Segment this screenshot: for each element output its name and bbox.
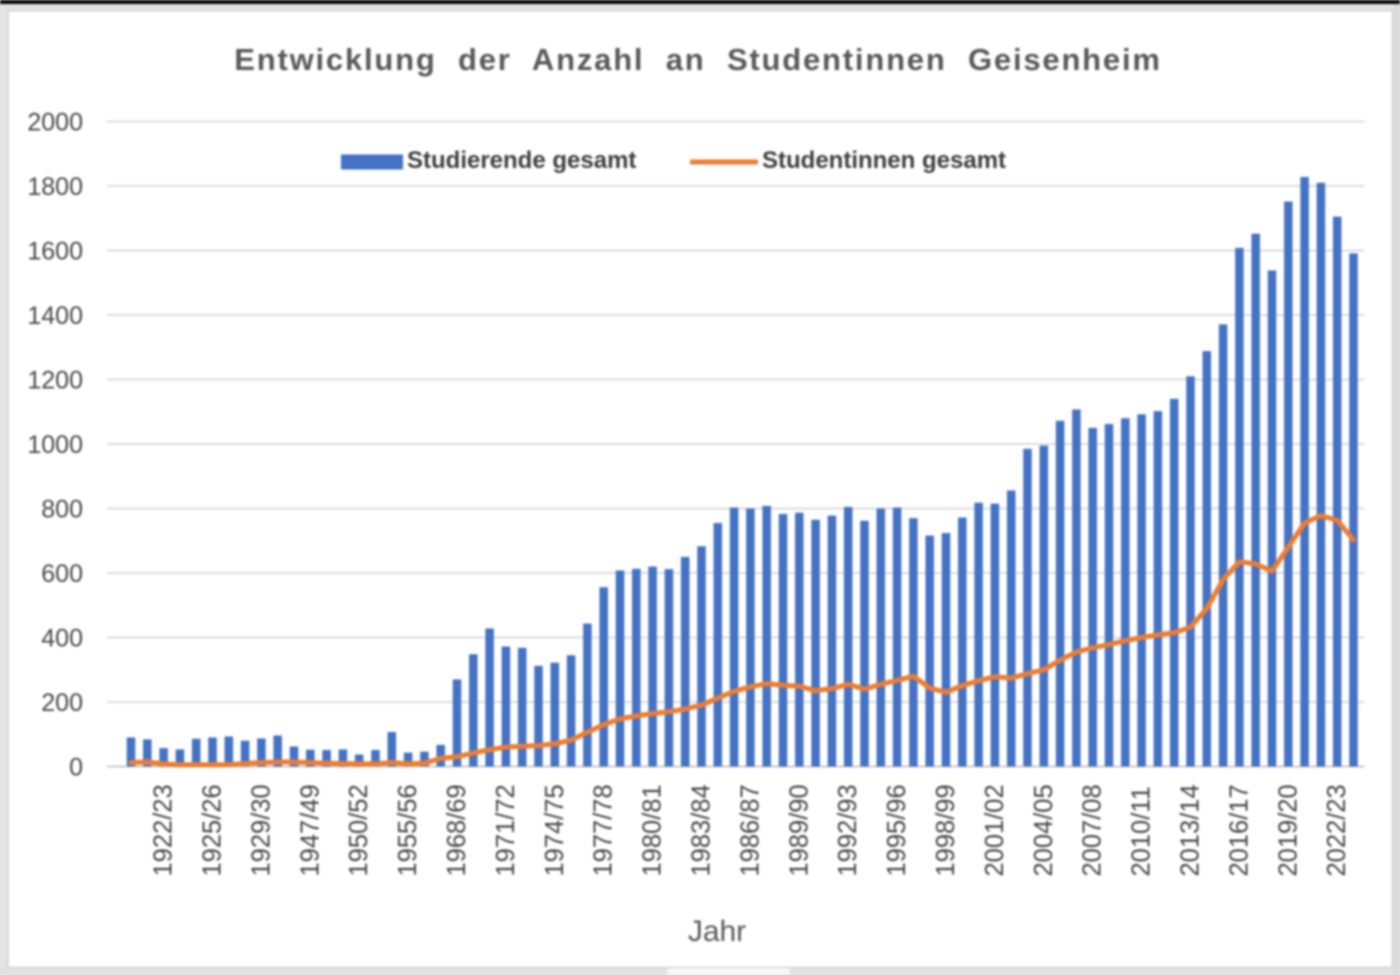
svg-text:1968/69: 1968/69 (443, 784, 471, 876)
svg-text:0: 0 (69, 754, 83, 782)
svg-text:Jahr: Jahr (688, 915, 746, 948)
svg-text:1974/75: 1974/75 (541, 784, 569, 876)
svg-text:2010/11: 2010/11 (1128, 786, 1156, 876)
svg-text:1983/84: 1983/84 (688, 784, 716, 876)
svg-text:1950/52: 1950/52 (345, 784, 373, 876)
svg-text:1922/23: 1922/23 (150, 784, 178, 876)
svg-text:1995/96: 1995/96 (883, 784, 911, 876)
svg-text:1925/26: 1925/26 (199, 784, 227, 876)
svg-text:1000: 1000 (27, 431, 83, 459)
svg-text:1929/30: 1929/30 (247, 784, 275, 876)
svg-text:1986/87: 1986/87 (736, 784, 764, 876)
svg-text:Studierende gesamt: Studierende gesamt (407, 147, 636, 174)
svg-text:2013/14: 2013/14 (1177, 784, 1205, 876)
svg-text:200: 200 (41, 689, 83, 717)
svg-text:1998/99: 1998/99 (932, 784, 960, 876)
svg-text:1977/78: 1977/78 (590, 784, 618, 876)
svg-text:2007/08: 2007/08 (1079, 784, 1107, 876)
svg-text:1947/49: 1947/49 (296, 784, 324, 876)
svg-text:1980/81: 1980/81 (639, 784, 667, 876)
svg-text:Entwicklung der Anzahl an Stud: Entwicklung der Anzahl an Studentinnen G… (234, 42, 1161, 77)
svg-text:1800: 1800 (27, 173, 83, 201)
svg-text:2000: 2000 (27, 109, 83, 137)
svg-text:2019/20: 2019/20 (1274, 784, 1302, 876)
svg-text:1955/56: 1955/56 (394, 784, 422, 876)
svg-text:2016/17: 2016/17 (1225, 784, 1253, 876)
svg-text:1600: 1600 (27, 238, 83, 266)
svg-text:1400: 1400 (27, 302, 83, 330)
svg-text:Studentinnen gesamt: Studentinnen gesamt (762, 147, 1006, 174)
svg-text:1971/72: 1971/72 (492, 784, 520, 876)
svg-text:1989/90: 1989/90 (785, 784, 813, 876)
svg-text:600: 600 (41, 560, 83, 588)
svg-text:2001/02: 2001/02 (981, 784, 1009, 876)
svg-text:2004/05: 2004/05 (1030, 784, 1058, 876)
svg-text:1200: 1200 (27, 367, 83, 395)
svg-text:400: 400 (41, 625, 83, 653)
svg-text:2022/23: 2022/23 (1323, 784, 1351, 876)
svg-text:1992/93: 1992/93 (834, 784, 862, 876)
svg-text:800: 800 (41, 496, 83, 524)
